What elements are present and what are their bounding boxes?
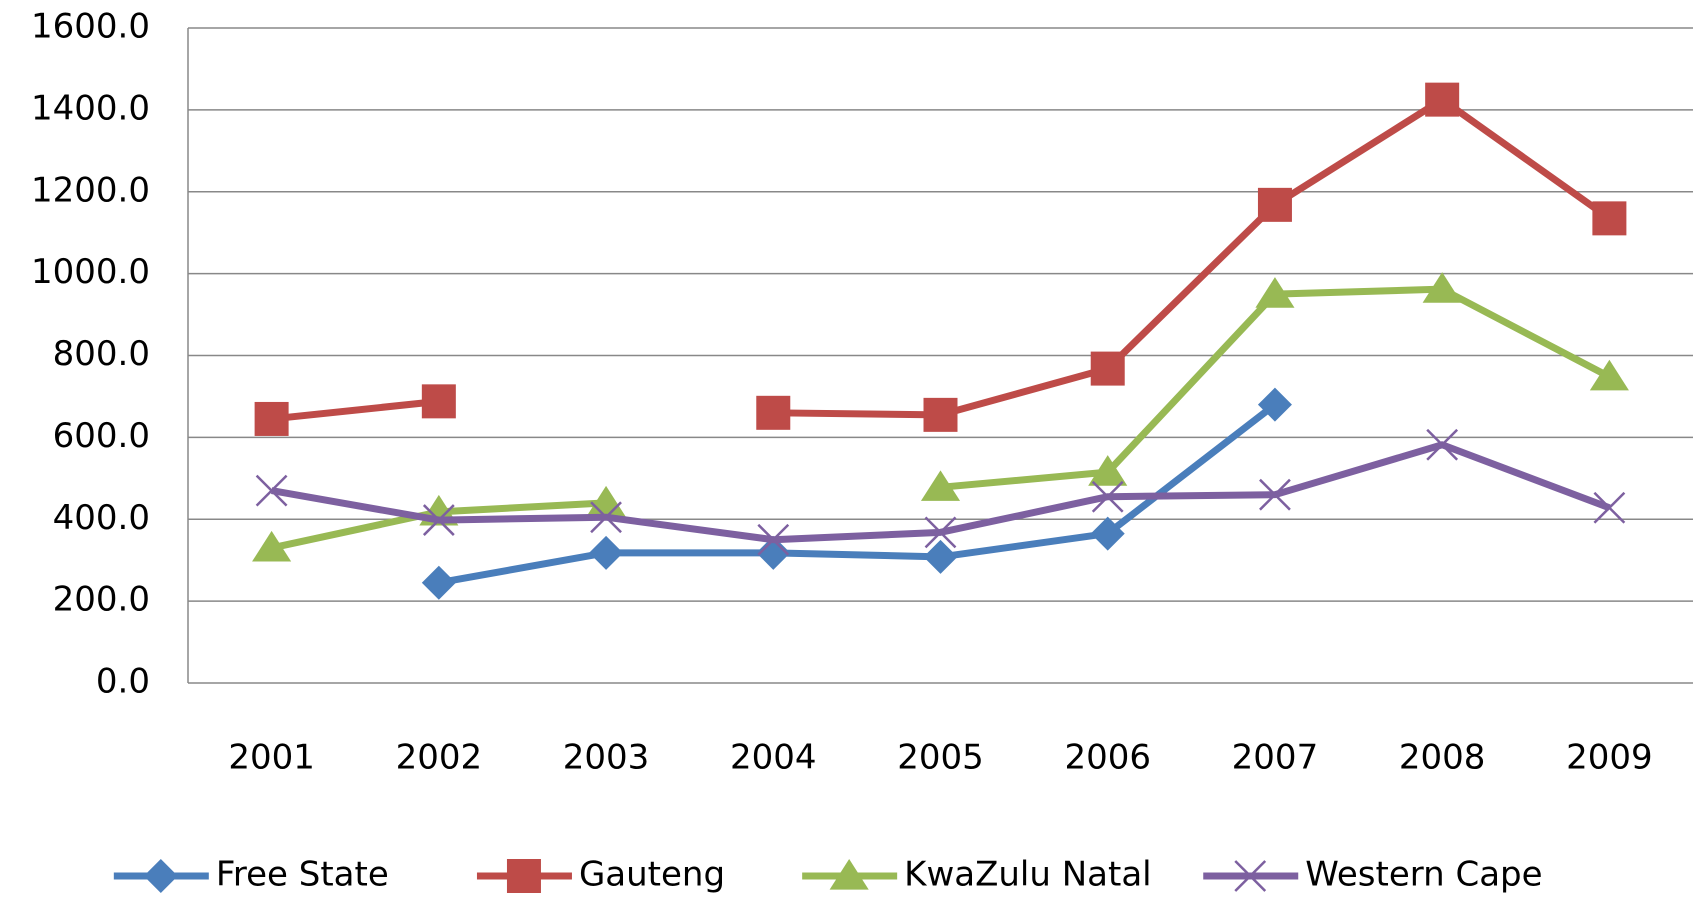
y-tick-label: 400.0	[53, 498, 150, 538]
y-tick-label: 1400.0	[31, 88, 150, 128]
marker	[1422, 272, 1462, 303]
marker	[1257, 387, 1292, 422]
marker	[923, 539, 958, 574]
marker	[1593, 491, 1626, 524]
marker	[255, 474, 288, 507]
marker	[924, 516, 957, 549]
x-tick-label: 2002	[396, 738, 483, 778]
legend-label: Gauteng	[579, 855, 725, 895]
legend-marker	[143, 859, 178, 893]
marker	[421, 565, 456, 600]
marker	[1091, 480, 1124, 513]
legend-label: KwaZulu Natal	[904, 855, 1151, 895]
marker	[756, 395, 791, 430]
series-line	[271, 96, 1612, 423]
y-tick-label: 800.0	[53, 334, 150, 374]
x-tick-label: 2004	[730, 738, 817, 778]
marker	[756, 535, 791, 570]
marker	[421, 384, 456, 419]
marker	[1426, 428, 1459, 461]
marker	[254, 401, 289, 436]
x-tick-label: 2008	[1399, 738, 1486, 778]
x-tick-label: 2001	[228, 738, 315, 778]
marker	[1425, 82, 1460, 117]
marker	[920, 470, 961, 501]
marker	[1589, 359, 1629, 391]
x-tick-label: 2003	[563, 738, 650, 778]
y-tick-label: 1000.0	[31, 252, 150, 292]
marker	[1088, 455, 1128, 486]
x-tick-label: 2007	[1232, 738, 1319, 778]
series-line	[438, 401, 1278, 587]
x-tick-label: 2006	[1064, 738, 1151, 778]
y-tick-label: 0.0	[96, 662, 150, 702]
legend-marker	[829, 859, 869, 890]
marker	[589, 535, 624, 570]
marker	[1255, 277, 1295, 308]
x-tick-label: 2005	[897, 738, 984, 778]
marker	[422, 504, 455, 536]
y-tick-label: 600.0	[53, 416, 150, 456]
marker	[590, 501, 622, 534]
legend-marker	[1234, 860, 1267, 892]
legend-label: Free State	[216, 855, 389, 895]
y-tick-label: 200.0	[53, 580, 150, 620]
marker	[1090, 516, 1125, 551]
x-tick-label: 2009	[1566, 738, 1653, 778]
marker	[1592, 201, 1627, 236]
y-tick-label: 1200.0	[31, 170, 150, 210]
marker	[252, 530, 292, 562]
marker	[1090, 351, 1125, 386]
marker	[757, 523, 790, 556]
marker	[923, 397, 958, 432]
marker	[1259, 478, 1291, 511]
legend-marker	[506, 859, 541, 893]
marker	[1257, 187, 1292, 222]
legend-label: Western Cape	[1305, 855, 1542, 895]
y-tick-label: 1600.0	[31, 7, 150, 47]
